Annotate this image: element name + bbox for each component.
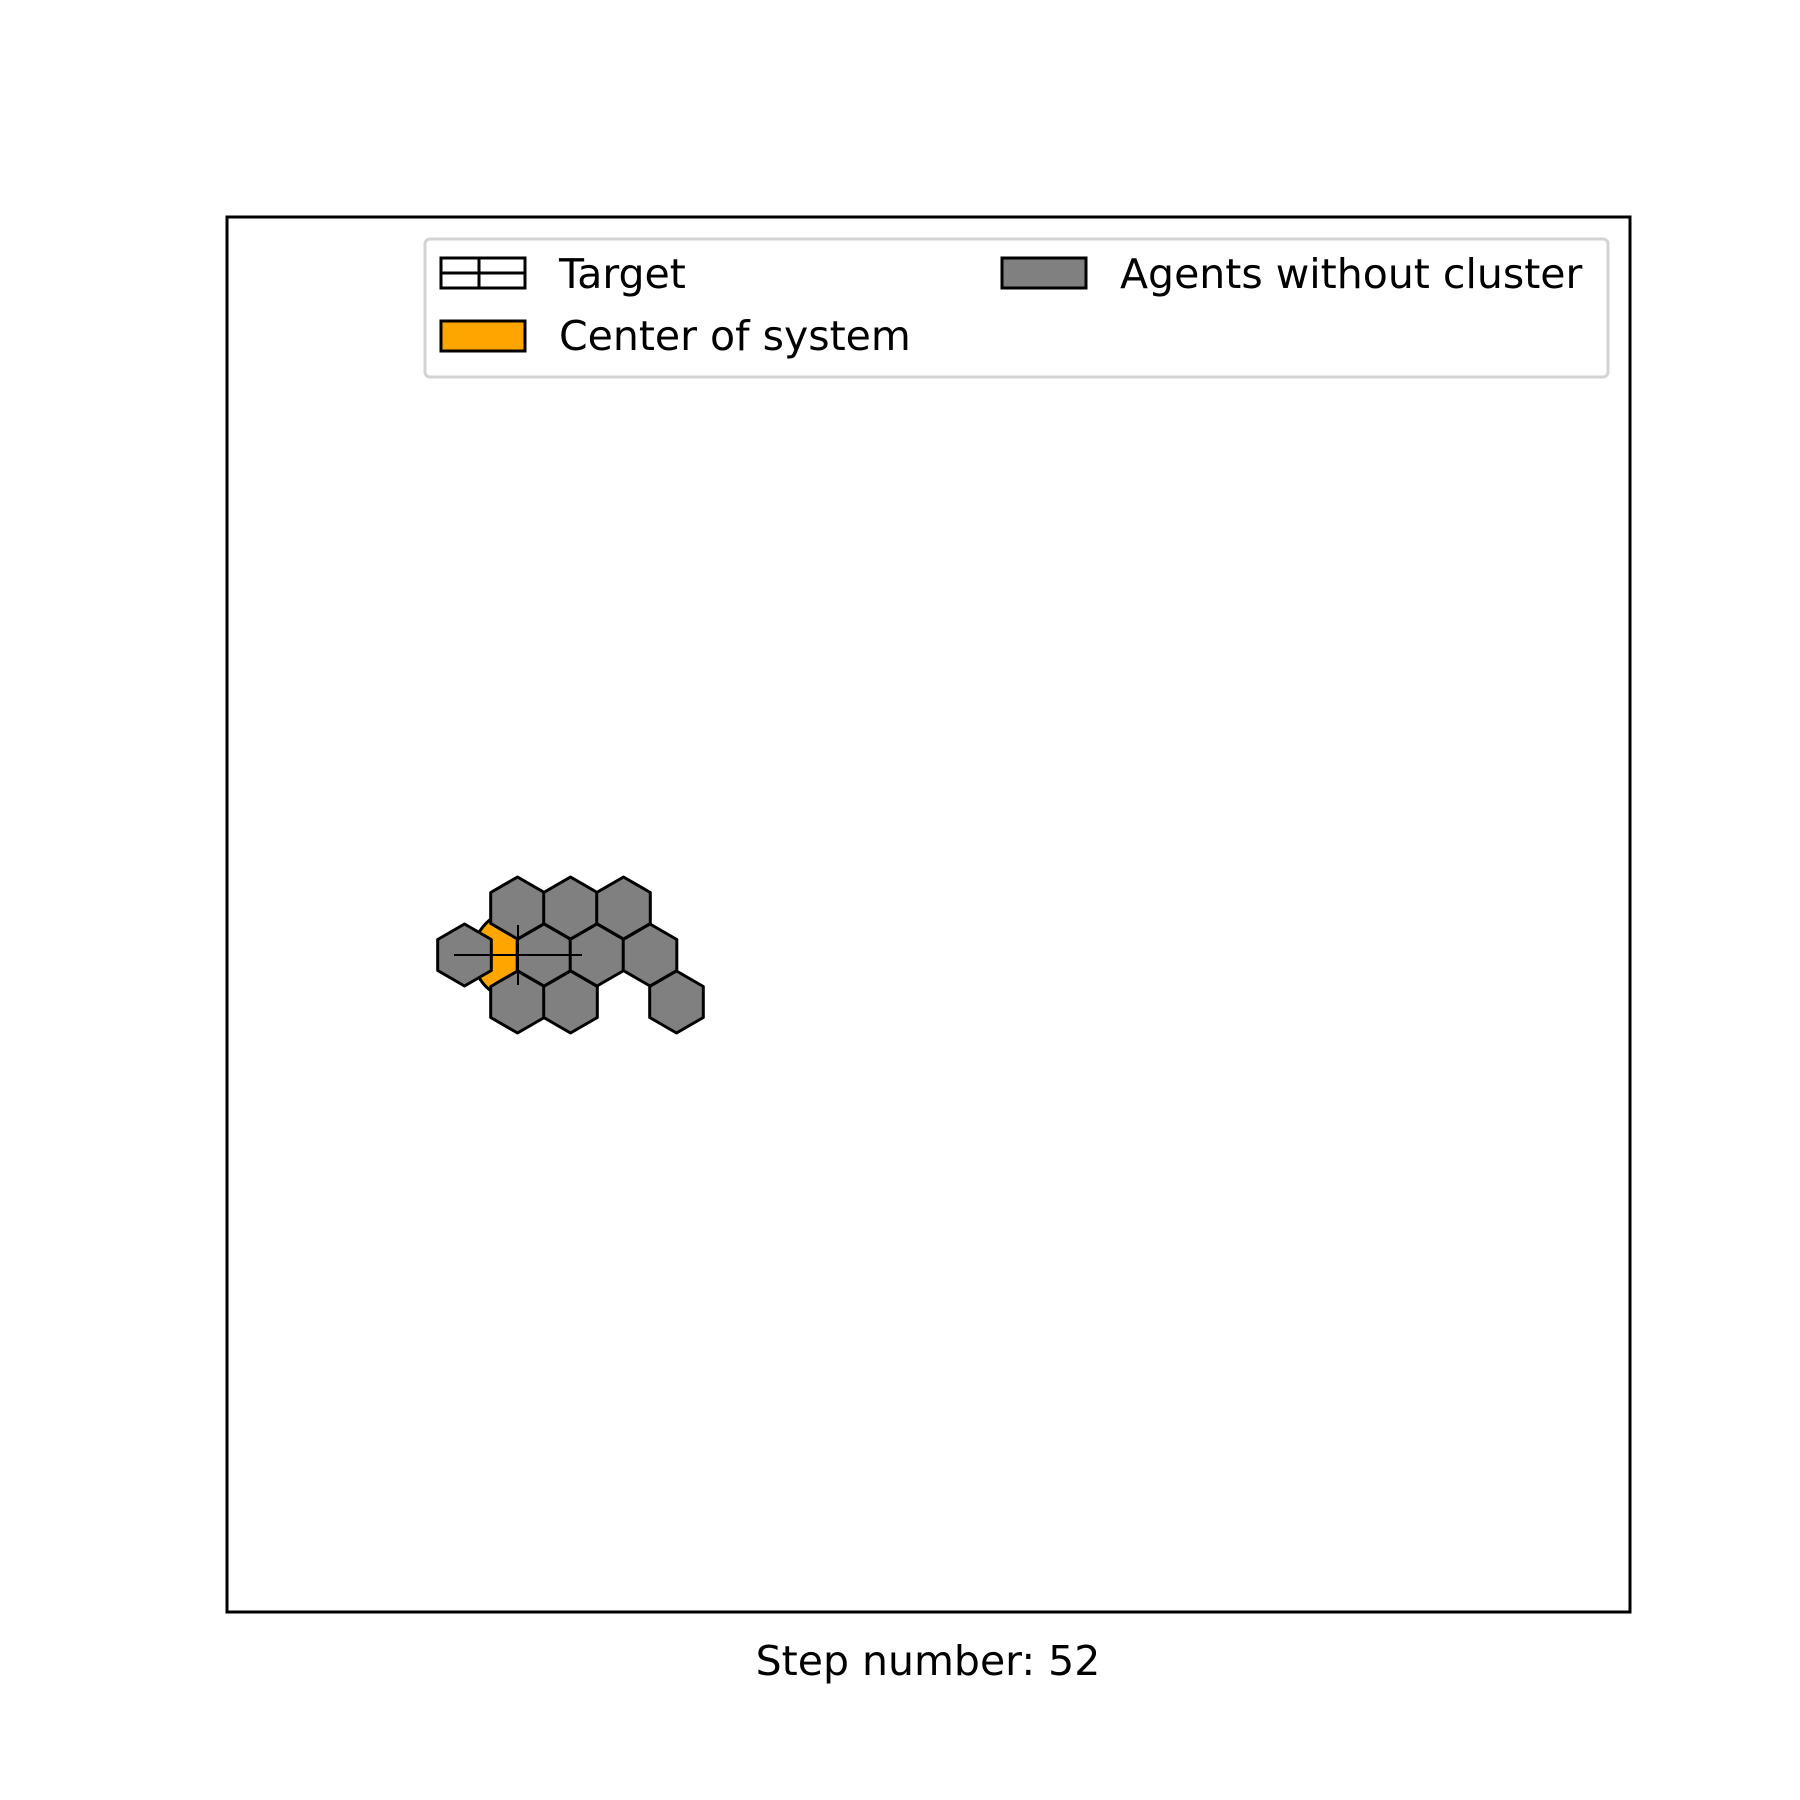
- agent-hexagon: [648, 969, 705, 1035]
- target-marker-overlay: [454, 925, 582, 985]
- agents-swatch-icon: [1000, 256, 1088, 290]
- legend-label-target: Target: [558, 250, 686, 298]
- legend-label-center: Center of system: [559, 312, 911, 360]
- target-swatch-icon: [439, 256, 527, 290]
- legend-box: [423, 237, 1610, 379]
- legend-item-center: Center of system: [439, 312, 911, 360]
- step-number-label: Step number: 52: [756, 1637, 1101, 1685]
- center-swatch-icon: [439, 319, 527, 353]
- legend-item-target: Target: [439, 250, 686, 298]
- agent-hexagon: [542, 969, 599, 1035]
- plot-frame: [225, 215, 1632, 1614]
- legend-label-agents: Agents without cluster: [1120, 250, 1582, 298]
- legend-item-agents: Agents without cluster: [1000, 250, 1582, 298]
- legend: Target Center of system Agents without c…: [423, 237, 1610, 379]
